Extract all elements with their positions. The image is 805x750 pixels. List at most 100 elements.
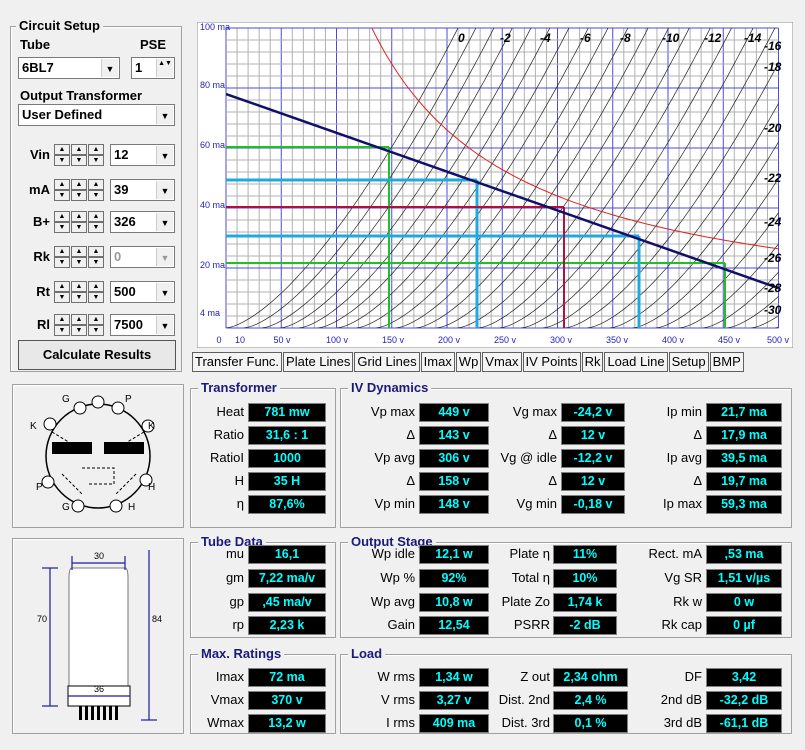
- combo-box[interactable]: 39▼: [110, 179, 175, 201]
- tab-button[interactable]: Rk: [582, 352, 604, 372]
- spin-arrows[interactable]: ▲▼: [156, 59, 173, 77]
- y-tick-label: 40 ma: [200, 200, 225, 210]
- dropdown-arrow[interactable]: ▼: [156, 213, 173, 231]
- spin-up[interactable]: ▲: [71, 179, 87, 190]
- result-label: Wp avg: [335, 593, 415, 611]
- spin-down[interactable]: ▼: [54, 292, 70, 303]
- dropdown-arrow[interactable]: ▼: [156, 283, 173, 301]
- spin-up[interactable]: ▲: [88, 211, 104, 222]
- tab-button[interactable]: Vmax: [482, 352, 521, 372]
- spin-up[interactable]: ▲: [88, 281, 104, 292]
- spin-down[interactable]: ▼: [71, 155, 87, 166]
- result-value: 2,34 ohm: [553, 668, 628, 687]
- tab-button[interactable]: Load Line: [604, 352, 667, 372]
- pin: [72, 500, 84, 512]
- result-label: Plate η: [470, 545, 550, 563]
- spin-down[interactable]: ▼: [54, 257, 70, 268]
- spin-down[interactable]: ▼: [88, 155, 104, 166]
- result-value: -0,18 v: [561, 495, 625, 514]
- combo-box[interactable]: 500▼: [110, 281, 175, 303]
- spin-up[interactable]: ▲: [71, 144, 87, 155]
- spin-down[interactable]: ▼: [54, 155, 70, 166]
- spin-up[interactable]: ▲: [71, 281, 87, 292]
- dimension-label: 70: [37, 614, 47, 624]
- result-value: -2 dB: [553, 616, 617, 635]
- spin-down[interactable]: ▼: [71, 325, 87, 336]
- spin-down[interactable]: ▼: [88, 292, 104, 303]
- tab-button[interactable]: Plate Lines: [283, 352, 353, 372]
- result-label: V rms: [335, 691, 415, 709]
- spin-down[interactable]: ▼: [54, 325, 70, 336]
- calculate-button[interactable]: Calculate Results: [18, 340, 176, 370]
- spin-up[interactable]: ▲: [71, 314, 87, 325]
- spin-down[interactable]: ▼: [54, 222, 70, 233]
- result-label: I rms: [335, 714, 415, 732]
- result-value: 21,7 ma: [706, 403, 782, 422]
- spin-up[interactable]: ▲: [71, 246, 87, 257]
- spin-up[interactable]: ▲: [88, 179, 104, 190]
- spin-up[interactable]: ▲: [54, 314, 70, 325]
- combo-box[interactable]: 326▼: [110, 211, 175, 233]
- spin-down[interactable]: ▼: [88, 222, 104, 233]
- spin-down[interactable]: ▼: [71, 292, 87, 303]
- spin-up[interactable]: ▲: [88, 246, 104, 257]
- dropdown-arrow[interactable]: ▼: [156, 106, 173, 124]
- spin-up[interactable]: ▲: [88, 144, 104, 155]
- curve-label: -16: [764, 39, 782, 53]
- result-label: Δ: [622, 472, 702, 490]
- tab-button[interactable]: Wp: [456, 352, 482, 372]
- dropdown-arrow[interactable]: ▼: [101, 59, 118, 77]
- tab-button[interactable]: BMP: [710, 352, 744, 372]
- dropdown-arrow[interactable]: ▼: [156, 181, 173, 199]
- result-value: 12 v: [561, 472, 625, 491]
- spin-up[interactable]: ▲: [54, 211, 70, 222]
- spin-up[interactable]: ▲: [54, 144, 70, 155]
- result-value: -12,2 v: [561, 449, 625, 468]
- spin-down[interactable]: ▼: [88, 325, 104, 336]
- dropdown-arrow[interactable]: ▼: [156, 248, 173, 266]
- spin-down[interactable]: ▼: [54, 190, 70, 201]
- result-value: 17,9 ma: [706, 426, 782, 445]
- combo-box[interactable]: 7500▼: [110, 314, 175, 336]
- result-label: 2nd dB: [622, 691, 702, 709]
- pin-label: G: [62, 502, 70, 513]
- group-title: IV Dynamics: [348, 381, 431, 395]
- dropdown-arrow[interactable]: ▼: [156, 146, 173, 164]
- curve-label: -30: [764, 303, 782, 317]
- tab-button[interactable]: Setup: [669, 352, 709, 372]
- spin-down[interactable]: ▼: [71, 222, 87, 233]
- curve-label: 0: [458, 31, 465, 45]
- spin-down[interactable]: ▼: [88, 257, 104, 268]
- x-tick-label: 0: [216, 335, 221, 345]
- tube-pin: [103, 706, 106, 720]
- spin-up[interactable]: ▲: [54, 281, 70, 292]
- spin-up[interactable]: ▲: [54, 179, 70, 190]
- spin-down[interactable]: ▼: [88, 190, 104, 201]
- dropdown-arrow[interactable]: ▼: [156, 316, 173, 334]
- spin-box[interactable]: 1▲▼: [131, 57, 175, 79]
- result-value: 39,5 ma: [706, 449, 782, 468]
- tube-outline: 30708436: [12, 538, 184, 734]
- tab-button[interactable]: Imax: [421, 352, 455, 372]
- result-label: Wp %: [335, 569, 415, 587]
- spin-down[interactable]: ▼: [71, 257, 87, 268]
- result-value: 72 ma: [248, 668, 326, 687]
- combo-box[interactable]: 6BL7▼: [18, 57, 120, 79]
- combo-box[interactable]: User Defined▼: [18, 104, 175, 126]
- tube-pin: [115, 706, 118, 720]
- spin-up[interactable]: ▲: [54, 246, 70, 257]
- spin-up[interactable]: ▲: [71, 211, 87, 222]
- button-label[interactable]: Calculate Results: [43, 347, 151, 362]
- spin-down[interactable]: ▼: [71, 190, 87, 201]
- result-label: η: [164, 495, 244, 513]
- combo-box[interactable]: 0▼: [110, 246, 175, 268]
- combo-box[interactable]: 12▼: [110, 144, 175, 166]
- result-label: Gain: [335, 616, 415, 634]
- tab-button[interactable]: IV Points: [523, 352, 581, 372]
- tab-button[interactable]: Grid Lines: [354, 352, 419, 372]
- spin-up[interactable]: ▲: [88, 314, 104, 325]
- tube-pin: [79, 706, 82, 720]
- tab-button[interactable]: Transfer Func.: [192, 352, 282, 372]
- pin: [74, 402, 86, 414]
